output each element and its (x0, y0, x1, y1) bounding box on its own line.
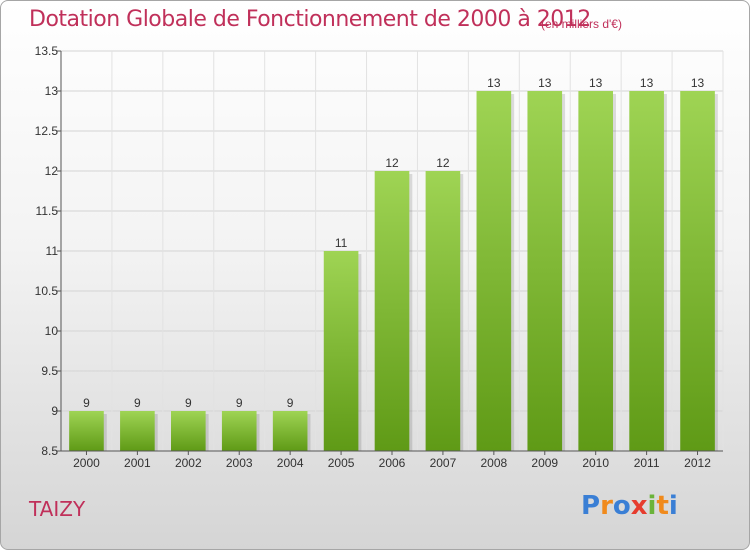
logo-letter: x (630, 491, 648, 521)
y-tick-label: 8.5 (41, 444, 58, 458)
bar-value-label: 12 (385, 156, 399, 170)
bar-value-label: 13 (589, 76, 603, 90)
bar (680, 91, 715, 451)
logo-letter: o (612, 491, 631, 521)
y-tick-label: 12.5 (35, 124, 59, 138)
y-tick-label: 11 (46, 244, 59, 258)
y-tick-label: 13 (45, 84, 59, 98)
logo-letter: t (656, 491, 669, 521)
y-tick-label: 10.5 (35, 284, 59, 298)
bar-value-label: 9 (185, 396, 192, 410)
y-tick-label: 9 (51, 404, 58, 418)
x-tick-label: 2007 (430, 456, 457, 470)
bar (374, 171, 410, 451)
logo-letter: r (600, 491, 613, 521)
x-tick-label: 2010 (582, 456, 609, 470)
y-tick-label: 11.5 (36, 204, 59, 218)
bar (120, 411, 155, 451)
bar-value-label: 11 (335, 236, 348, 250)
y-tick-label: 10 (45, 324, 59, 338)
y-tick-label: 13.5 (35, 44, 59, 58)
proxiti-logo: Proxiti (581, 491, 678, 521)
x-tick-label: 2005 (328, 456, 355, 470)
bars (69, 91, 718, 451)
bar (170, 411, 206, 451)
bar-value-label: 9 (134, 396, 141, 410)
x-tick-label: 2009 (531, 456, 558, 470)
logo-letter: i (647, 491, 657, 521)
x-tick-label: 2001 (124, 456, 151, 470)
labels: 8.5 9 9.5 10 10.5 11 11.5 12 12.5 13 13.5 9 2000 9 200… (35, 44, 712, 470)
bar-value-label: 13 (691, 76, 705, 90)
x-tick-label: 2003 (226, 456, 253, 470)
chart-unit-note: (en milliers d'€) (541, 17, 622, 31)
commune-name: TAIZY (29, 497, 86, 521)
x-tick-label: 2012 (684, 456, 711, 470)
bar-value-label: 9 (287, 396, 294, 410)
x-tick-label: 2002 (175, 456, 202, 470)
bar-value-label: 9 (83, 396, 90, 410)
bar (323, 251, 359, 451)
bar (221, 411, 257, 451)
logo-letter: i (668, 491, 678, 521)
bar (578, 91, 614, 451)
x-tick-label: 2008 (480, 456, 507, 470)
bar-value-label: 13 (538, 76, 552, 90)
x-tick-label: 2011 (634, 456, 660, 470)
x-tick-label: 2006 (379, 456, 406, 470)
bar (476, 91, 512, 451)
bar-value-label: 13 (640, 76, 654, 90)
x-tick-label: 2004 (277, 456, 304, 470)
bar-value-label: 12 (436, 156, 450, 170)
axes (57, 50, 723, 455)
y-tick-label: 12 (45, 164, 59, 178)
bar (425, 171, 461, 451)
bar-value-label: 13 (487, 76, 501, 90)
y-tick-label: 9.5 (41, 364, 58, 378)
x-tick-label: 2000 (73, 456, 100, 470)
bar (272, 411, 308, 451)
bar (527, 91, 563, 451)
logo-letter: P (581, 491, 601, 521)
bar (69, 411, 104, 451)
chart-title: Dotation Globale de Fonctionnement de 20… (29, 7, 591, 32)
bar-value-label: 9 (236, 396, 243, 410)
bar (629, 91, 664, 451)
